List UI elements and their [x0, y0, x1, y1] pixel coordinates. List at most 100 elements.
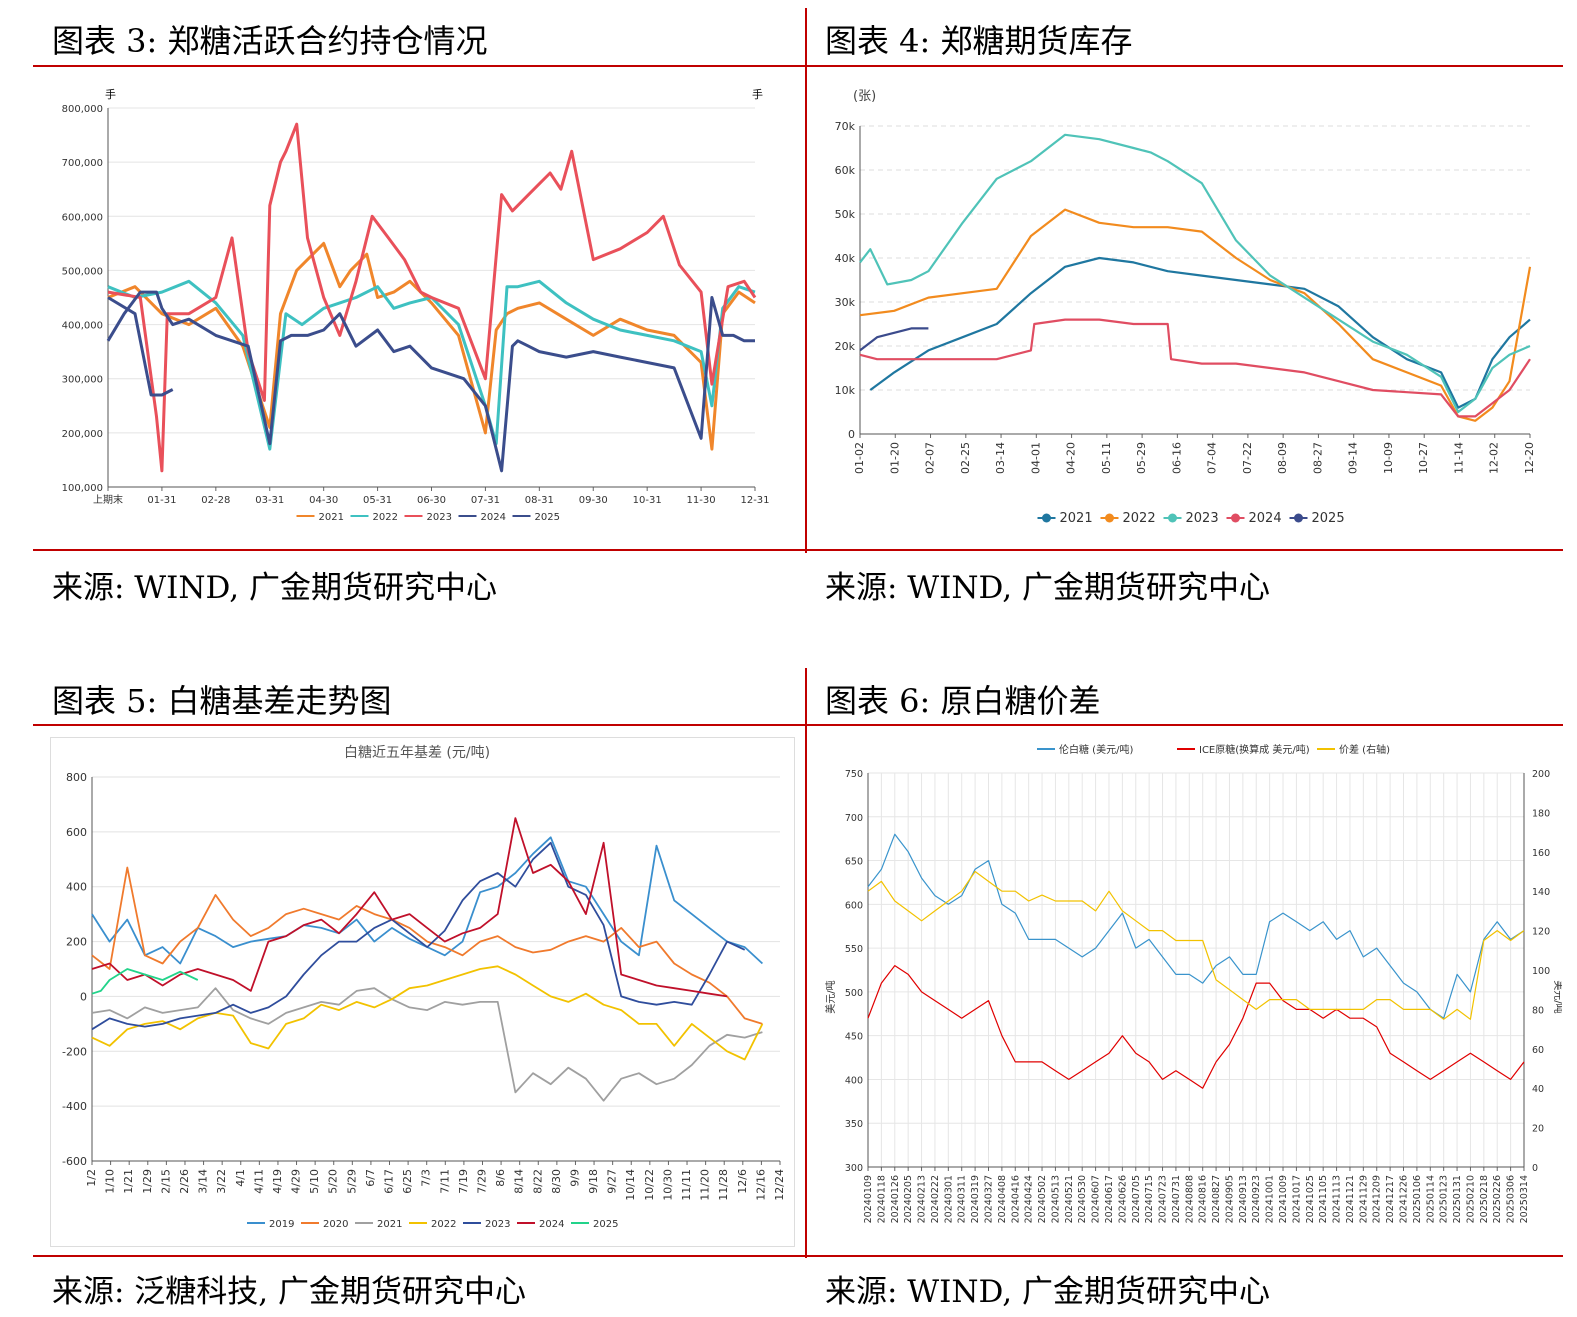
panel6-title: 图表 6: 原白糖价差 [825, 682, 1101, 720]
x-tick-label: 2/26 [178, 1169, 191, 1194]
y-tick-label: 300 [845, 1163, 863, 1174]
legend-label: 2020 [323, 1219, 348, 1230]
x-tick-label: 12/6 [736, 1169, 749, 1194]
x-tick-label: 20240530 [1077, 1175, 1088, 1223]
series-line-2021 [869, 256, 1531, 409]
x-tick-label: 20240705 [1131, 1175, 1142, 1223]
series-line-2024 [859, 318, 1531, 418]
chart3-holdings: 100,000 200,000 300,000 400,000 500,000 600,0… [62, 87, 770, 523]
chart6-ylabel-right: 美元/吨 [1552, 980, 1562, 1013]
y-tick-label: 500 [845, 988, 863, 999]
x-tick-label: 01-02 [853, 442, 866, 474]
series-line-价差 (右轴) [867, 870, 1525, 1020]
y-tick-label: 400,000 [62, 321, 103, 332]
x-tick-label: 20240913 [1238, 1175, 1249, 1223]
series-line-2022 [859, 208, 1532, 422]
x-tick-label: 05-11 [1100, 442, 1113, 474]
x-tick-label: 01-20 [888, 442, 901, 474]
x-tick-label: 6/7 [364, 1169, 377, 1187]
series-line-2025 [859, 327, 929, 352]
chart5-title: 白糖近五年基差 (元/吨) [344, 744, 490, 761]
legend-label: 2022 [373, 512, 398, 523]
series-line-2025 [107, 296, 174, 397]
panel4-source: 来源: WIND, 广金期货研究中心 [825, 570, 1270, 606]
x-tick-label: 20240205 [903, 1175, 914, 1223]
x-tick-label: 6/25 [401, 1169, 414, 1194]
x-tick-label: 20240319 [970, 1175, 981, 1223]
x-tick-label: 02-28 [201, 495, 230, 506]
x-tick-label: 20241121 [1345, 1175, 1356, 1223]
chart5-basis: -600 -400 -200 0 200 400 600 800 1/2 1/10 1/21 1/29… [50, 737, 795, 1247]
x-tick-label: 20240816 [1198, 1175, 1209, 1223]
x-tick-label: 06-30 [417, 495, 446, 506]
y-tick-label: 300,000 [62, 375, 103, 386]
series-line-2023 [107, 122, 757, 473]
y-tick-label-right: 120 [1532, 927, 1550, 938]
x-tick-label: 20240213 [917, 1175, 928, 1223]
x-tick-label: 20240222 [930, 1175, 941, 1223]
chart5-frame [50, 737, 795, 1247]
x-tick-label: 10/30 [661, 1169, 674, 1201]
chart4-inventory: 0 10k 20k 30k 40k 50k 60k 70k 01-02 01-20 02-07 02-… [835, 89, 1536, 526]
x-tick-label: 20240607 [1091, 1175, 1102, 1223]
x-tick-label: 05-29 [1135, 442, 1148, 474]
y-tick-label: -400 [62, 1100, 87, 1113]
legend-label: 2024 [1249, 511, 1282, 526]
x-tick-label: 10-09 [1382, 442, 1395, 474]
x-tick-label: 20240327 [983, 1175, 994, 1223]
divider-top [805, 8, 807, 553]
y-tick-label: 400 [845, 1075, 863, 1086]
x-tick-label: 2/15 [159, 1169, 172, 1194]
series-line-2022 [107, 279, 756, 451]
x-tick-label: 20240416 [1010, 1175, 1021, 1223]
y-tick-label: 50k [835, 208, 856, 221]
x-tick-label: 20241001 [1265, 1175, 1276, 1223]
x-tick-label: 20241025 [1305, 1175, 1316, 1223]
y-tick-label: 400 [66, 881, 87, 894]
x-tick-label: 20241129 [1358, 1175, 1369, 1223]
x-tick-label: 03-31 [255, 495, 284, 506]
y-tick-label: 10k [835, 384, 856, 397]
series-line-2022 [91, 965, 764, 1061]
panel6-source-rule [806, 1255, 1563, 1257]
legend-label: ICE原糖(换算成 美元/吨) [1199, 743, 1310, 756]
y-tick-label: 700 [845, 813, 863, 824]
y-tick-label-right: 160 [1532, 848, 1550, 859]
x-tick-label: 20240311 [957, 1175, 968, 1223]
chart3-unit-left: 手 [105, 87, 116, 101]
x-tick-label: 20240513 [1050, 1175, 1061, 1223]
legend-label: 2023 [485, 1219, 510, 1230]
legend-marker [1231, 513, 1240, 523]
legend-label: 2025 [1312, 511, 1345, 526]
y-tick-label: 600 [66, 826, 87, 839]
x-tick-label: 20241226 [1399, 1175, 1410, 1223]
legend-marker [1042, 513, 1051, 523]
x-tick-label: 20240723 [1158, 1175, 1169, 1223]
x-tick-label: 20240715 [1144, 1175, 1155, 1223]
legend-label: 2024 [481, 512, 506, 523]
x-tick-label: 1/2 [85, 1169, 98, 1187]
y-tick-label: 700,000 [62, 158, 103, 169]
x-tick-label: 01-31 [147, 495, 176, 506]
panel5-title-rule [33, 724, 806, 726]
x-tick-label: 20240502 [1037, 1175, 1048, 1223]
chart4-unit: (张) [853, 89, 876, 104]
y-tick-label: 40k [835, 252, 856, 265]
x-tick-label: 4/29 [290, 1169, 303, 1194]
series-line-2023 [859, 133, 1531, 414]
x-tick-label: 20240424 [1024, 1175, 1035, 1223]
x-tick-label: 20240626 [1117, 1175, 1128, 1223]
y-tick-label-right: 20 [1532, 1124, 1544, 1135]
panel6-source: 来源: WIND, 广金期货研究中心 [825, 1274, 1270, 1310]
y-tick-label: 60k [835, 164, 856, 177]
y-tick-label: 500,000 [62, 266, 103, 277]
legend-label: 2021 [319, 512, 344, 523]
series-line-2020 [91, 866, 763, 1025]
y-tick-label-right: 40 [1532, 1084, 1544, 1095]
panel3-source: 来源: WIND, 广金期货研究中心 [52, 570, 497, 606]
legend-label: 2023 [427, 512, 452, 523]
legend-label: 2023 [1186, 511, 1219, 526]
x-tick-label: 20240521 [1064, 1175, 1075, 1223]
legend-label: 2021 [377, 1219, 402, 1230]
x-tick-label: 20240118 [876, 1175, 887, 1223]
